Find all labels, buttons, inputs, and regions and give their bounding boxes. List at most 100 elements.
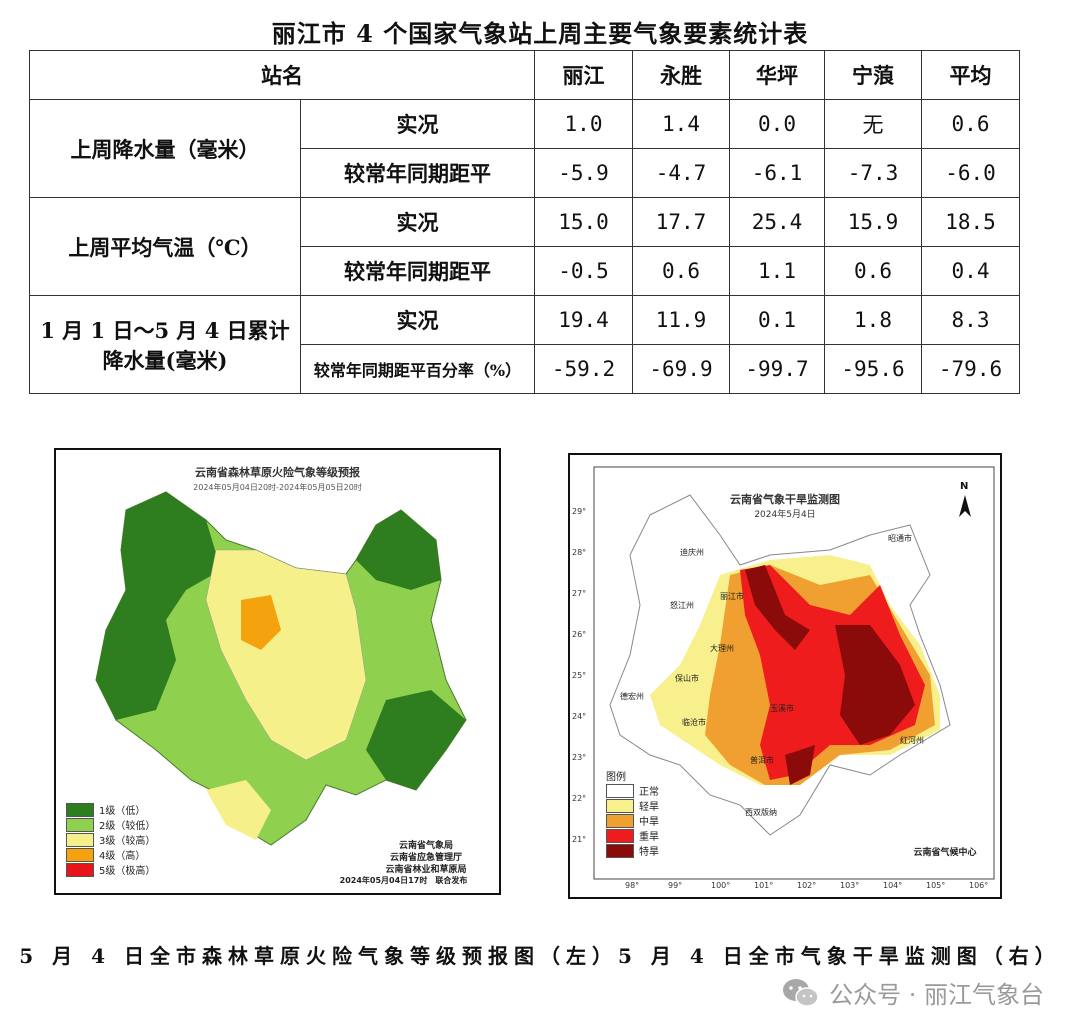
cell-value: 0.0	[729, 99, 825, 149]
cell-value: 18.5	[921, 197, 1020, 247]
cell-value: -59.2	[534, 344, 633, 394]
longitude-tick-label: 106°	[969, 881, 989, 890]
cell-value: -5.9	[534, 148, 633, 198]
legend-item: 2级（较低）	[66, 817, 155, 832]
legend-title: 图例	[606, 772, 626, 783]
city-label: 昭通市	[888, 534, 912, 543]
group-label-line: 1 月 1 日～5 月 4 日累计	[40, 317, 290, 343]
legend-item: 中旱	[606, 813, 659, 828]
latitude-tick-label: 29°	[572, 507, 587, 516]
watermark-text: 公众号 · 丽江气象台	[829, 981, 1044, 1009]
drought-map-shapes	[593, 466, 995, 880]
longitude-tick-label: 98°	[625, 881, 640, 890]
legend-swatch	[606, 843, 634, 858]
row-label: 实况	[300, 99, 535, 149]
drought-map-credit: 云南省气候中心	[913, 848, 977, 858]
legend-label: 中旱	[639, 817, 659, 828]
table-row: 上周降水量（毫米） 实况 1.0 1.4 0.0 无 0.6	[29, 99, 1020, 198]
legend-swatch	[66, 802, 94, 817]
wechat-icon	[783, 978, 819, 1007]
station-name: 平均	[921, 50, 1020, 100]
fire-zone-level3	[206, 780, 271, 840]
table-row: 较常年同期距平 -0.5 0.6 1.1 0.6 0.4	[30, 246, 1020, 296]
legend-label: 轻旱	[639, 802, 659, 813]
city-label: 玉溪市	[770, 704, 794, 713]
city-label: 保山市	[675, 674, 699, 683]
legend-label: 5级（极高）	[99, 866, 156, 877]
fire-map-issued: 2024年05月04日17时 联合发布	[339, 876, 468, 885]
cell-value: 11.9	[632, 295, 730, 345]
city-label: 大理州	[710, 644, 734, 653]
cell-value: 0.6	[824, 246, 922, 296]
latitude-tick-label: 22°	[572, 794, 587, 803]
station-name: 宁蒗	[824, 50, 922, 100]
drought-map-title: 云南省气象干旱监测图	[730, 493, 840, 506]
row-label: 较常年同期距平	[300, 246, 535, 296]
north-label: N	[960, 481, 969, 492]
longitude-tick-label: 101°	[754, 881, 774, 890]
legend-swatch	[606, 783, 634, 798]
page-title: 丽江市 4 个国家气象站上周主要气象要素统计表	[271, 19, 809, 48]
fire-map-credit: 云南省气象局 云南省应急管理厅 云南省林业和草原局	[356, 840, 496, 876]
cell-value: 1.4	[632, 99, 730, 149]
legend-item: 5级（极高）	[66, 862, 155, 877]
cell-value: 25.4	[729, 197, 825, 247]
city-label: 迪庆州	[680, 548, 704, 557]
cell-value: 0.6	[632, 246, 730, 296]
fire-map-title: 云南省森林草原火险气象等级预报	[195, 466, 360, 479]
legend-label: 正常	[639, 787, 659, 798]
legend-swatch	[66, 817, 94, 832]
credit-line: 云南省气象局	[398, 841, 453, 851]
row-label: 实况	[300, 295, 535, 345]
drought-map-date: 2024年5月4日	[754, 510, 816, 520]
longitude-tick-label: 105°	[926, 881, 946, 890]
longitude-tick-label: 100°	[711, 881, 731, 890]
legend-label: 1级（低）	[99, 806, 146, 817]
latitude-tick-label: 21°	[572, 835, 587, 844]
city-label: 西双版纳	[745, 808, 777, 817]
station-name: 丽江	[534, 50, 633, 100]
longitude-tick-label: 103°	[840, 881, 860, 890]
group-label: 上周降水量（毫米）	[29, 99, 301, 198]
legend-label: 重旱	[639, 832, 659, 843]
table-row: 上周平均气温（℃） 实况 15.0 17.7 25.4 15.9 18.5	[29, 197, 1020, 296]
credit-line: 云南省应急管理厅	[389, 853, 462, 863]
drought-zone-extreme	[835, 625, 915, 745]
watermark: 公众号 · 丽江气象台	[781, 975, 1044, 1010]
group-label: 上周平均气温（℃）	[29, 197, 301, 296]
row-label: 较常年同期距平百分率（%）	[300, 344, 535, 394]
latitude-tick-label: 26°	[572, 630, 587, 639]
city-label: 怒江州	[670, 601, 694, 610]
longitude-tick-label: 104°	[883, 881, 903, 890]
table-row: 1 月 1 日～5 月 4 日累计 降水量(毫米) 实况 19.4 11.9 0…	[29, 295, 1020, 394]
station-name: 华坪	[729, 50, 825, 100]
city-label: 丽江市	[720, 592, 744, 601]
cell-value: 8.3	[921, 295, 1020, 345]
latitude-tick-label: 28°	[572, 548, 587, 557]
legend-swatch	[606, 813, 634, 828]
group-label-line: 降水量(毫米)	[102, 347, 228, 373]
legend-item: 1级（低）	[66, 802, 155, 817]
cell-value: 15.0	[534, 197, 633, 247]
cell-value: -79.6	[921, 344, 1020, 394]
legend-swatch	[606, 828, 634, 843]
fire-map-legend: 1级（低） 2级（较低） 3级（较高） 4级（高） 5级（极高）	[66, 802, 155, 877]
row-label: 实况	[300, 197, 535, 247]
fire-map-subtitle: 2024年05月04日20时-2024年05月05日20时	[193, 483, 362, 492]
legend-swatch	[606, 798, 634, 813]
drought-zone-extreme	[785, 745, 815, 785]
legend-item: 重旱	[606, 828, 659, 843]
city-label: 普洱市	[750, 756, 774, 765]
city-label: 红河州	[900, 736, 924, 745]
legend-item: 3级（较高）	[66, 832, 155, 847]
stats-table: 站名 丽江 永胜 华坪 宁蒗 平均 上周降水量（毫米） 实况 1.0 1.4 0…	[29, 50, 1020, 394]
cell-value: 17.7	[632, 197, 730, 247]
group-label: 1 月 1 日～5 月 4 日累计 降水量(毫米)	[29, 295, 301, 394]
cell-value: 无	[824, 99, 922, 149]
cell-value: 0.1	[729, 295, 825, 345]
cell-value: -6.1	[729, 148, 825, 198]
latitude-tick-label: 24°	[572, 712, 587, 721]
latitude-tick-label: 23°	[572, 753, 587, 762]
cell-value: 1.0	[534, 99, 633, 149]
cell-value: 19.4	[534, 295, 633, 345]
